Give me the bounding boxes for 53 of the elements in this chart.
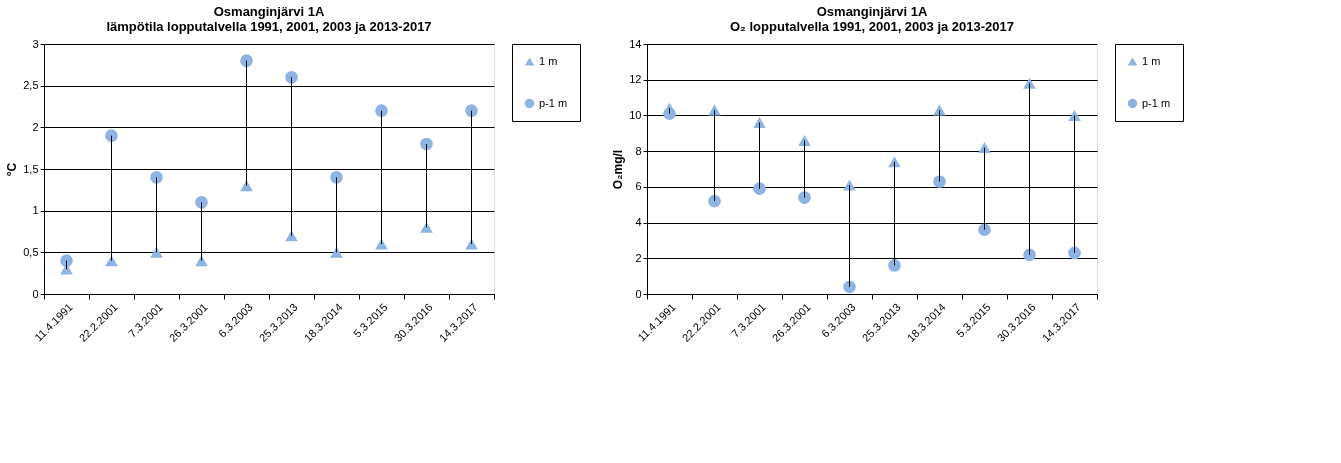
y-tick-label: 4 [635, 216, 642, 229]
point [150, 171, 163, 184]
point [843, 280, 856, 294]
y-tick-label: 8 [635, 144, 642, 157]
point [798, 191, 811, 204]
y-tick-label: 0 [635, 287, 642, 300]
y-tick-label: 2 [32, 120, 39, 133]
point [465, 104, 478, 117]
y-axis-title: °C [5, 162, 20, 177]
point [753, 117, 766, 129]
legend-label: p-1 m [1142, 96, 1171, 109]
point [843, 179, 856, 191]
point [1023, 77, 1036, 89]
point [978, 142, 991, 154]
legend-label: 1 m [1142, 54, 1161, 67]
point [195, 196, 208, 209]
point [798, 134, 811, 146]
point [105, 129, 118, 142]
chart-title: Osmanginjärvi 1A [213, 4, 325, 19]
y-tick-label: 3 [32, 37, 39, 50]
point [933, 104, 946, 116]
y-tick-label: 0,5 [23, 245, 39, 258]
chart-subtitle: O₂ lopputalvella 1991, 2001, 2003 ja 2013-2017 [729, 19, 1015, 34]
point [330, 171, 343, 184]
y-tick-label: 14 [629, 37, 642, 50]
point [888, 259, 901, 272]
y-tick-label: 0 [32, 287, 39, 300]
point [1068, 109, 1081, 121]
legend-label: 1 m [539, 54, 558, 67]
y-axis-title: O₂mg/l [611, 149, 626, 190]
y-tick-label: 10 [629, 108, 642, 121]
chart-subtitle: lämpötila lopputalvella 1991, 2001, 2003 ja 2013-2017 [106, 19, 432, 34]
point [420, 137, 433, 151]
y-tick-label: 1,5 [23, 162, 39, 175]
y-tick-label: 6 [635, 180, 642, 193]
y-tick-label: 2 [635, 251, 642, 264]
y-tick-label: 12 [629, 73, 642, 86]
y-tick-label: 2,5 [23, 79, 39, 92]
point [978, 223, 991, 237]
point [933, 175, 946, 188]
point [1023, 248, 1036, 262]
point [285, 71, 298, 84]
point [240, 54, 253, 67]
point [708, 194, 721, 208]
point [420, 221, 433, 233]
chart-title: Osmanginjärvi 1A [816, 4, 928, 19]
point [663, 102, 676, 114]
point [1068, 246, 1081, 260]
point [375, 104, 388, 117]
legend-label: p-1 m [539, 96, 568, 109]
point [708, 104, 721, 116]
y-tick-label: 1 [32, 204, 39, 217]
point [753, 182, 766, 195]
